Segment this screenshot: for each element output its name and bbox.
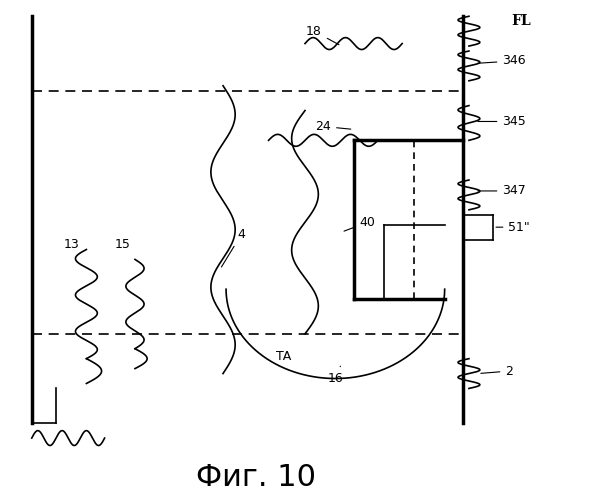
Text: 346: 346 bbox=[478, 54, 526, 67]
Text: 51": 51" bbox=[496, 221, 530, 234]
Text: 13: 13 bbox=[63, 238, 79, 251]
Text: 15: 15 bbox=[115, 238, 131, 251]
Text: 2: 2 bbox=[481, 365, 513, 378]
Text: 16: 16 bbox=[328, 366, 343, 385]
Text: 347: 347 bbox=[478, 185, 526, 198]
Text: 4: 4 bbox=[221, 228, 245, 267]
Text: 40: 40 bbox=[344, 216, 376, 231]
Text: 24: 24 bbox=[315, 120, 351, 133]
Text: TA: TA bbox=[276, 350, 292, 363]
Text: FL: FL bbox=[511, 14, 531, 28]
Text: Фиг. 10: Фиг. 10 bbox=[196, 463, 317, 492]
Text: 18: 18 bbox=[306, 24, 339, 45]
Text: 345: 345 bbox=[478, 115, 526, 128]
